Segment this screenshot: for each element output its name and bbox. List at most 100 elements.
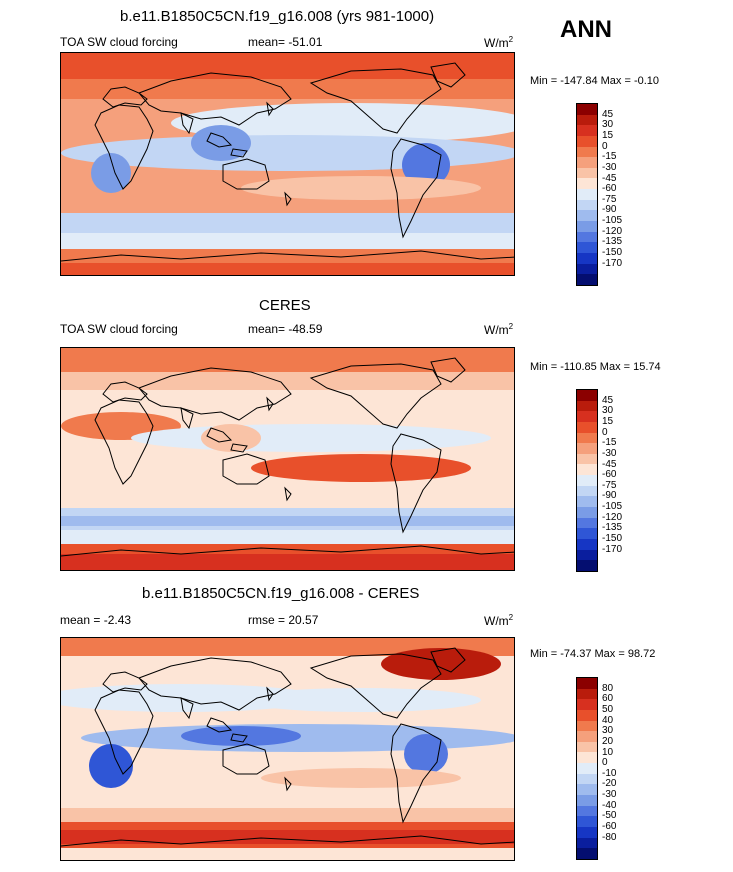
- panel-mean-stat: mean= -48.59: [248, 322, 323, 336]
- colorbar-tick-label: -30: [602, 789, 617, 801]
- colorbar-swatch: [577, 699, 597, 710]
- colorbar-swatch: [577, 528, 597, 539]
- colorbar-swatch: [577, 752, 597, 764]
- colorbar-tick-label: 15: [602, 129, 614, 141]
- colorbar-swatch: [577, 763, 597, 774]
- colorbar-swatch: [577, 178, 597, 190]
- colorbar-tick-label: 15: [602, 415, 614, 427]
- colorbar-tick-label: -150: [602, 533, 623, 545]
- colorbar-tick-label: 50: [602, 703, 614, 715]
- panel-units: W/m2: [484, 613, 514, 628]
- colorbar-swatch: [577, 496, 597, 508]
- colorbar-tick-label: -60: [602, 821, 617, 833]
- colorbar-tick-label: 0: [602, 426, 608, 438]
- colorbar-swatch: [577, 189, 597, 200]
- colorbar-tick-label: -15: [602, 151, 617, 163]
- colorbar-swatch: [577, 125, 597, 136]
- colorbar-tick-label: -10: [602, 767, 617, 779]
- colorbar-tick-label: -80: [602, 831, 617, 843]
- panel-minmax: Min = -147.84 Max = -0.10: [530, 75, 660, 87]
- colorbar-swatch: [577, 231, 597, 243]
- colorbar-swatch: [577, 104, 597, 115]
- colorbar-swatch: [577, 475, 597, 486]
- panel-mean-stat: mean = -2.43: [60, 613, 132, 627]
- colorbar-tick-label: -90: [602, 490, 617, 502]
- colorbar-swatch: [577, 560, 597, 571]
- colorbar-swatch: [577, 135, 597, 147]
- colorbar-tick-label: -30: [602, 161, 617, 173]
- colorbar-swatch: [577, 826, 597, 838]
- panel-units: W/m2: [484, 322, 514, 337]
- colorbar-tick-label: 45: [602, 108, 614, 120]
- colorbar-tick-label: -105: [602, 501, 623, 513]
- colorbar-tick-label: 0: [602, 757, 608, 769]
- colorbar-swatch: [577, 837, 597, 849]
- colorbar-model: [576, 103, 598, 286]
- colorbar-tick-label: -30: [602, 447, 617, 459]
- colorbar-tick-label: -60: [602, 469, 617, 481]
- colorbar-tick-label: 30: [602, 405, 614, 417]
- panel-title: CERES: [259, 297, 311, 314]
- colorbar-tick-label: -45: [602, 172, 617, 184]
- colorbar-tick-label: 30: [602, 119, 614, 131]
- map-diff: [60, 637, 515, 861]
- colorbar-swatch: [577, 221, 597, 232]
- colorbar-tick-label: 80: [602, 682, 614, 694]
- colorbar-swatch: [577, 805, 597, 817]
- panel-variable-label: TOA SW cloud forcing: [60, 35, 178, 49]
- colorbar-swatch: [577, 274, 597, 285]
- colorbar-swatch: [577, 709, 597, 721]
- colorbar-diff: [576, 677, 598, 860]
- colorbar-swatch: [577, 242, 597, 253]
- colorbar-swatch: [577, 146, 597, 158]
- map-obs: [60, 347, 515, 571]
- colorbar-tick-label: -50: [602, 810, 617, 822]
- colorbar-swatch: [577, 453, 597, 465]
- colorbar-tick-label: -170: [602, 257, 623, 269]
- colorbar-tick-label: 10: [602, 746, 614, 758]
- colorbar-tick-label: -150: [602, 247, 623, 259]
- colorbar-swatch: [577, 210, 597, 222]
- colorbar-swatch: [577, 795, 597, 806]
- colorbar-tick-label: -75: [602, 479, 617, 491]
- colorbar-swatch: [577, 485, 597, 497]
- colorbar-swatch: [577, 432, 597, 444]
- colorbar-tick-label: -15: [602, 437, 617, 449]
- panel-title: b.e11.B1850C5CN.f19_g16.008 - CERES: [142, 585, 420, 602]
- colorbar-swatch: [577, 507, 597, 518]
- panel-rmse-stat: rmse = 20.57: [248, 613, 319, 627]
- panel-title: b.e11.B1850C5CN.f19_g16.008 (yrs 981-100…: [120, 8, 435, 25]
- colorbar-swatch: [577, 773, 597, 785]
- colorbar-tick-label: -105: [602, 215, 623, 227]
- colorbar-swatch: [577, 688, 597, 700]
- colorbar-tick-label: 40: [602, 714, 614, 726]
- colorbar-swatch: [577, 538, 597, 550]
- panel-minmax: Min = -110.85 Max = 15.74: [530, 361, 661, 373]
- colorbar-swatch: [577, 443, 597, 454]
- colorbar-tick-label: -60: [602, 183, 617, 195]
- colorbar-swatch: [577, 411, 597, 422]
- map-model: [60, 52, 515, 276]
- colorbar-tick-label: -170: [602, 543, 623, 555]
- colorbar-swatch: [577, 199, 597, 211]
- colorbar-swatch: [577, 400, 597, 412]
- colorbar-tick-label: -120: [602, 225, 623, 237]
- colorbar-swatch: [577, 731, 597, 742]
- colorbar-swatch: [577, 741, 597, 753]
- colorbar-swatch: [577, 517, 597, 529]
- colorbar-tick-label: -20: [602, 778, 617, 790]
- colorbar-swatch: [577, 157, 597, 168]
- colorbar-swatch: [577, 464, 597, 476]
- colorbar-tick-label: 20: [602, 735, 614, 747]
- colorbar-swatch: [577, 263, 597, 275]
- colorbar-tick-label: 45: [602, 394, 614, 406]
- panel-mean-stat: mean= -51.01: [248, 35, 323, 49]
- colorbar-swatch: [577, 421, 597, 433]
- colorbar-obs: [576, 389, 598, 572]
- colorbar-tick-label: -135: [602, 522, 623, 534]
- colorbar-tick-label: -40: [602, 799, 617, 811]
- colorbar-swatch: [577, 784, 597, 796]
- colorbar-swatch: [577, 390, 597, 401]
- colorbar-swatch: [577, 114, 597, 126]
- colorbar-swatch: [577, 720, 597, 732]
